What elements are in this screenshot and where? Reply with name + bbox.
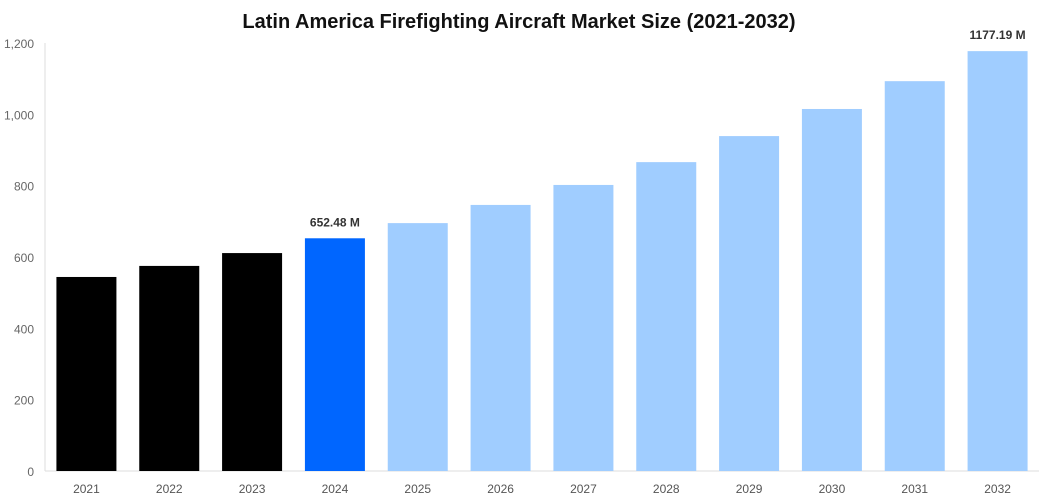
x-tick-label: 2026 [487,482,514,496]
x-tick-label: 2028 [653,482,680,496]
y-tick-label: 400 [14,322,34,336]
y-tick-label: 0 [27,465,34,479]
bar-2025 [387,223,448,471]
bar-2024 [304,238,365,471]
bar-2032 [967,51,1028,472]
x-tick-label: 2029 [736,482,763,496]
x-tick-label: 2023 [239,482,266,496]
bar-2023 [222,253,283,471]
x-tick-label: 2032 [984,482,1011,496]
bar-2026 [470,204,531,471]
x-tick-label: 2022 [156,482,183,496]
data-label: 652.48 M [310,215,360,229]
bar-2031 [884,81,945,471]
y-tick-label: 800 [14,180,34,194]
x-tick-label: 2024 [322,482,349,496]
y-tick-label: 600 [14,251,34,265]
y-tick-label: 1,000 [4,108,34,122]
bar-2027 [553,184,614,471]
bar-2028 [636,162,697,472]
data-label: 1177.19 M [970,28,1026,42]
y-tick-label: 1,200 [4,37,34,51]
bar-2021 [56,276,117,471]
x-tick-label: 2030 [819,482,846,496]
x-tick-label: 2025 [404,482,431,496]
chart-title: Latin America Firefighting Aircraft Mark… [242,11,795,33]
x-tick-label: 2021 [73,482,100,496]
x-tick-label: 2031 [901,482,928,496]
bar-2029 [719,136,780,471]
y-tick-label: 200 [14,394,34,408]
bar-2030 [801,108,862,471]
x-tick-label: 2027 [570,482,597,496]
bar-2022 [139,265,200,471]
